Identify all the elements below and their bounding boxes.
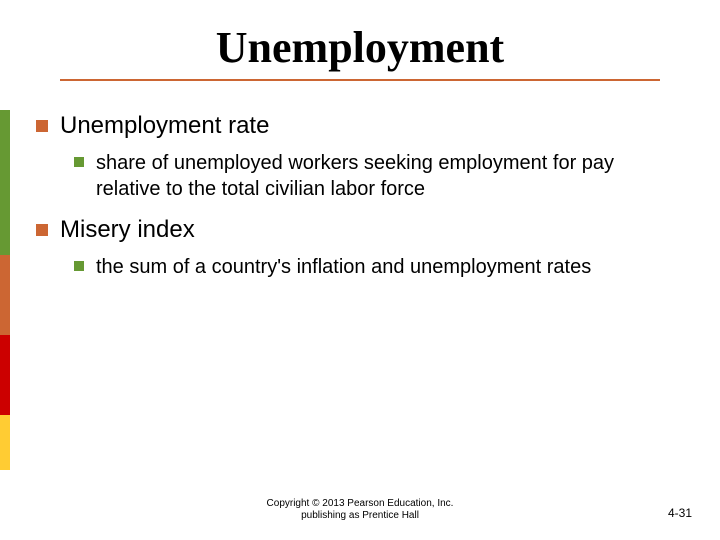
copyright-footer: Copyright © 2013 Pearson Education, Inc.…: [0, 498, 720, 522]
bullet-row: Unemployment rate: [36, 112, 684, 140]
accent-bar-green: [0, 110, 10, 255]
slide-number: 4-31: [668, 506, 692, 520]
bullet-lvl1: Unemployment rate share of unemployed wo…: [36, 112, 684, 202]
square-bullet-icon: [36, 120, 48, 132]
bullet-lvl1: Misery index the sum of a country's infl…: [36, 216, 684, 280]
sub-bullet-text: share of unemployed workers seeking empl…: [96, 150, 684, 202]
footer-line1: Copyright © 2013 Pearson Education, Inc.: [267, 498, 454, 509]
square-bullet-icon: [36, 224, 48, 236]
sub-bullet-text: the sum of a country's inflation and une…: [96, 254, 591, 280]
bullet-text: Unemployment rate: [60, 112, 269, 140]
accent-bar-yellow: [0, 415, 10, 470]
square-bullet-icon: [74, 157, 84, 167]
footer-line2: publishing as Prentice Hall: [301, 510, 419, 521]
accent-bar-orange: [0, 255, 10, 335]
bullet-text: Misery index: [60, 216, 195, 244]
sub-bullet-row: the sum of a country's inflation and une…: [74, 254, 684, 280]
slide-title: Unemployment: [60, 22, 660, 81]
slide-content: Unemployment rate share of unemployed wo…: [36, 112, 684, 294]
accent-bar-red: [0, 335, 10, 415]
square-bullet-icon: [74, 261, 84, 271]
sub-bullet-row: share of unemployed workers seeking empl…: [74, 150, 684, 202]
bullet-row: Misery index: [36, 216, 684, 244]
